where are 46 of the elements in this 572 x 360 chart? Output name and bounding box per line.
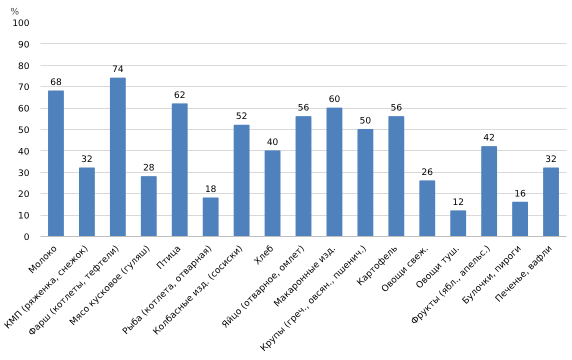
data-label: 26 (422, 168, 434, 178)
bar (78, 168, 95, 236)
y-tick-label: 80 (18, 62, 30, 72)
y-tick-label: 10 (18, 212, 30, 222)
bar (140, 176, 157, 236)
data-label: 18 (204, 184, 217, 195)
data-label: 62 (174, 90, 186, 101)
bar (296, 116, 312, 236)
y-tick-label: 90 (18, 40, 30, 50)
bar (326, 108, 342, 236)
data-label: 16 (514, 189, 526, 200)
bar (543, 168, 559, 236)
bar (481, 146, 498, 236)
y-tick-label: 100 (12, 19, 30, 29)
y-tick-label: 40 (18, 147, 30, 158)
data-label: 56 (390, 104, 402, 114)
data-label: 56 (298, 104, 310, 114)
bar (264, 150, 280, 236)
data-label: 42 (483, 134, 495, 144)
y-tick-label: 60 (18, 104, 30, 115)
bar (48, 90, 64, 236)
data-label: 12 (452, 198, 464, 208)
data-label: 74 (112, 65, 124, 76)
data-label: 28 (143, 164, 155, 174)
data-label: 50 (360, 116, 372, 126)
bar (202, 197, 219, 236)
y-axis-title: % (10, 8, 20, 18)
bar (419, 180, 436, 236)
bar (357, 129, 374, 236)
data-label: 68 (50, 78, 62, 88)
data-label: 52 (236, 112, 248, 122)
bar (234, 124, 250, 236)
y-tick-label: 30 (18, 168, 30, 179)
data-label: 32 (81, 155, 93, 166)
bar (512, 202, 528, 236)
bar (110, 78, 126, 236)
bar (388, 116, 404, 236)
data-label: 32 (545, 155, 557, 166)
bar (172, 103, 188, 236)
y-tick-label: 50 (18, 126, 30, 136)
data-label: 60 (328, 95, 340, 106)
data-label: 40 (266, 138, 279, 148)
bar (450, 210, 466, 236)
y-tick-label: 0 (24, 233, 30, 243)
y-tick-label: 20 (18, 190, 30, 200)
y-tick-label: 70 (18, 83, 30, 94)
